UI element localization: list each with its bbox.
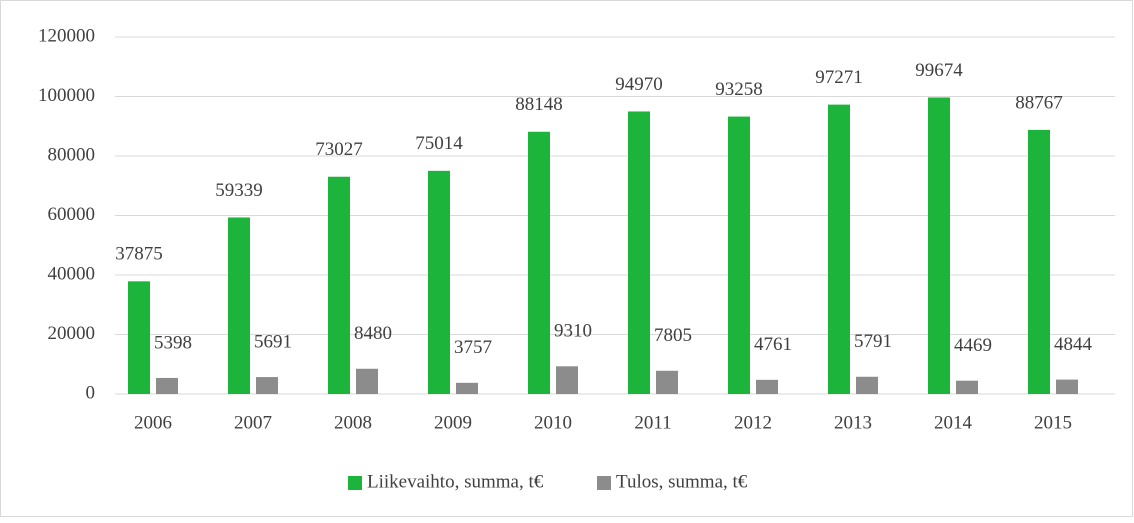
bar — [928, 97, 950, 394]
data-label: 59339 — [215, 180, 263, 201]
data-label: 4761 — [754, 334, 792, 355]
bar — [456, 382, 478, 394]
bar — [1028, 129, 1050, 394]
bar — [756, 379, 778, 394]
x-tick-label: 2008 — [334, 412, 372, 433]
data-label: 73027 — [315, 139, 363, 160]
legend-label: Tulos, summa, t€ — [616, 471, 748, 492]
y-tick-label: 60000 — [48, 204, 96, 225]
x-tick-label: 2014 — [934, 412, 973, 433]
x-tick-label: 2006 — [134, 412, 172, 433]
legend-swatch — [348, 476, 362, 490]
bar — [128, 281, 150, 394]
data-label: 3757 — [454, 337, 492, 358]
data-label: 75014 — [415, 133, 463, 154]
x-tick-label: 2009 — [434, 412, 472, 433]
bar — [428, 170, 450, 394]
y-tick-label: 80000 — [48, 144, 96, 165]
data-label: 8480 — [354, 323, 392, 344]
bar — [356, 368, 378, 394]
x-tick-label: 2012 — [734, 412, 772, 433]
bar — [656, 370, 678, 394]
data-label: 4469 — [954, 335, 992, 356]
data-label: 5791 — [854, 331, 892, 352]
data-label: 5691 — [254, 331, 292, 352]
data-label: 7805 — [654, 325, 692, 346]
bar — [156, 377, 178, 394]
bar — [828, 104, 850, 394]
x-tick-label: 2011 — [634, 412, 671, 433]
data-label: 97271 — [815, 67, 863, 88]
bar — [528, 131, 550, 394]
bar — [856, 376, 878, 394]
data-label: 4844 — [1054, 334, 1093, 355]
bar — [328, 176, 350, 394]
bar — [628, 111, 650, 395]
legend-label: Liikevaihto, summa, t€ — [367, 471, 544, 492]
bar — [256, 377, 278, 394]
data-label: 9310 — [554, 321, 592, 342]
data-label: 94970 — [615, 74, 663, 95]
legend-swatch — [597, 476, 611, 490]
x-tick-label: 2013 — [834, 412, 872, 433]
data-label: 99674 — [915, 60, 963, 81]
data-label: 5398 — [154, 332, 192, 353]
x-tick-label: 2007 — [234, 412, 272, 433]
x-tick-label: 2015 — [1034, 412, 1072, 433]
y-tick-label: 20000 — [48, 323, 96, 344]
data-label: 37875 — [115, 244, 163, 265]
x-tick-label: 2010 — [534, 412, 572, 433]
bar — [956, 380, 978, 394]
bar — [1056, 379, 1078, 394]
y-tick-label: 40000 — [48, 263, 96, 284]
data-label: 88148 — [515, 94, 563, 115]
data-label: 93258 — [715, 79, 763, 100]
y-tick-label: 120000 — [38, 25, 95, 46]
bar — [228, 217, 250, 394]
y-tick-label: 100000 — [38, 85, 95, 106]
y-tick-label: 0 — [86, 382, 96, 403]
data-label: 88767 — [1015, 92, 1063, 113]
bar — [728, 116, 750, 395]
bar — [556, 366, 578, 394]
